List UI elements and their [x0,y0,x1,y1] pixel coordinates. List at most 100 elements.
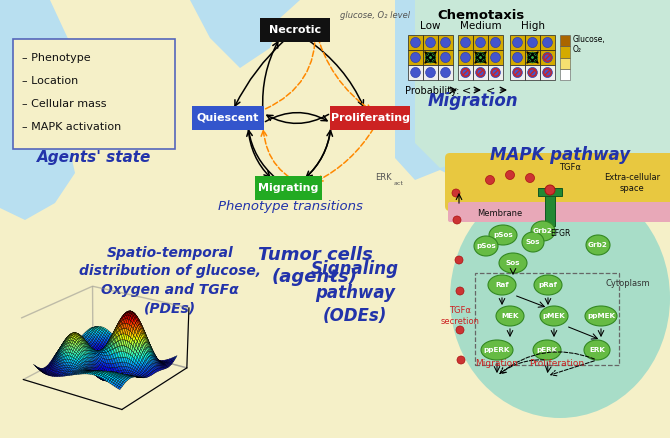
Bar [438,50,453,65]
Polygon shape [415,0,670,178]
Text: Probability:: Probability: [405,86,460,96]
Bar [525,50,540,65]
Ellipse shape [528,67,537,78]
Bar [488,50,503,65]
Circle shape [456,287,464,295]
Text: Membrane: Membrane [477,208,522,218]
Ellipse shape [543,37,552,48]
Ellipse shape [540,306,568,326]
Text: Chemotaxis: Chemotaxis [437,9,524,22]
Text: pSos: pSos [493,232,513,238]
Text: Spatio-temporal
distribution of glucose,
Oxygen and TGFα
(PDEs): Spatio-temporal distribution of glucose,… [79,246,261,315]
Ellipse shape [586,235,610,255]
Circle shape [486,176,494,184]
FancyBboxPatch shape [192,106,264,130]
Text: – Location: – Location [22,76,78,86]
Ellipse shape [490,37,500,48]
Text: Phenotype transitions: Phenotype transitions [218,200,362,213]
Bar [458,50,473,65]
Ellipse shape [481,340,513,360]
Circle shape [452,189,460,197]
Bar [423,50,438,65]
Ellipse shape [488,275,516,295]
Circle shape [455,256,463,264]
Ellipse shape [584,340,610,360]
Ellipse shape [441,53,450,63]
Text: TGFα: TGFα [559,163,581,172]
Bar [473,65,488,80]
Text: pERK: pERK [537,347,557,353]
Bar [473,35,488,50]
Bar [560,57,570,69]
Text: Agents' state: Agents' state [37,150,151,165]
Text: Tumor cells
(agents): Tumor cells (agents) [257,246,373,286]
Polygon shape [0,0,85,220]
Ellipse shape [543,53,552,63]
Text: Proliferating: Proliferating [330,113,409,123]
Text: Raf: Raf [495,282,509,288]
Ellipse shape [425,37,436,48]
Bar [560,69,570,80]
Text: Low: Low [420,21,441,31]
Ellipse shape [543,67,552,78]
Ellipse shape [411,37,420,48]
Text: Migrating: Migrating [258,183,318,193]
Bar [545,191,555,226]
Text: EFGR: EFGR [550,229,570,238]
Ellipse shape [475,52,486,63]
Ellipse shape [534,275,562,295]
Ellipse shape [499,253,527,273]
Ellipse shape [528,37,537,48]
Ellipse shape [441,67,450,78]
Text: pSos: pSos [476,243,496,249]
Circle shape [505,170,515,180]
Bar [525,65,540,80]
Ellipse shape [513,67,523,78]
FancyBboxPatch shape [255,176,322,200]
Ellipse shape [476,67,485,78]
Text: act: act [394,181,404,186]
Bar [423,65,438,80]
Ellipse shape [461,53,470,63]
Ellipse shape [476,37,485,48]
Bar [540,65,555,80]
Bar [458,65,473,80]
Text: ppMEK: ppMEK [587,313,615,319]
Text: High: High [521,21,545,31]
Circle shape [456,326,464,334]
Bar [538,188,562,196]
Ellipse shape [489,225,517,245]
Ellipse shape [513,37,523,48]
Ellipse shape [461,67,470,78]
Ellipse shape [533,340,561,360]
Bar [540,50,555,65]
Text: – Phenotype: – Phenotype [22,53,90,63]
Polygon shape [190,0,300,68]
Text: Proliferation: Proliferation [529,359,584,368]
Ellipse shape [411,53,420,63]
Ellipse shape [513,53,523,63]
FancyBboxPatch shape [260,18,330,42]
Text: ERK: ERK [375,173,392,182]
Ellipse shape [474,236,498,256]
Text: pMEK: pMEK [543,313,565,319]
Text: Medium: Medium [460,21,501,31]
Ellipse shape [585,306,617,326]
Circle shape [525,173,535,183]
Text: O₂: O₂ [573,45,582,54]
Bar [540,35,555,50]
Bar [408,35,423,50]
FancyBboxPatch shape [330,106,410,130]
Text: MAPK pathway: MAPK pathway [490,146,630,164]
Bar [458,35,473,50]
Text: Quiescent: Quiescent [197,113,259,123]
Text: MEK: MEK [501,313,519,319]
Text: ERK: ERK [589,347,605,353]
Ellipse shape [490,67,500,78]
Ellipse shape [527,52,538,63]
Text: Signaling
pathway
(ODEs): Signaling pathway (ODEs) [311,260,399,325]
Text: Grb2: Grb2 [588,242,608,248]
Ellipse shape [425,52,436,63]
FancyBboxPatch shape [445,153,670,211]
FancyBboxPatch shape [448,202,670,222]
